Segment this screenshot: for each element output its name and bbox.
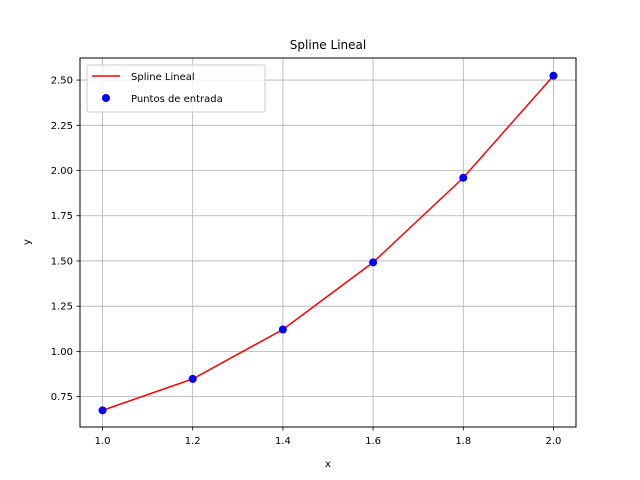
x-tick-label: 1.2	[185, 436, 201, 447]
data-point	[278, 325, 287, 334]
chart-title: Spline Lineal	[290, 38, 366, 52]
x-tick-label: 2.0	[546, 436, 562, 447]
y-tick-label: 2.00	[51, 166, 73, 177]
x-tick-label: 1.4	[275, 436, 291, 447]
data-point	[98, 406, 107, 415]
legend-entry-points: Puntos de entrada	[131, 94, 223, 105]
data-point	[188, 374, 197, 383]
y-tick-label: 1.75	[51, 211, 73, 222]
x-tick-label: 1.0	[95, 436, 111, 447]
legend-box	[86, 64, 266, 113]
y-tick-label: 1.25	[51, 302, 73, 313]
y-tick-label: 1.50	[51, 256, 73, 267]
y-tick-label: 0.75	[51, 392, 73, 403]
plot-area	[98, 71, 558, 415]
y-axis-label: y	[22, 239, 33, 245]
y-tick-label: 1.00	[51, 347, 73, 358]
legend: Spline Lineal Puntos de entrada	[86, 64, 266, 113]
x-tick-label: 1.6	[365, 436, 381, 447]
x-axis-label: x	[325, 459, 331, 470]
data-point	[549, 71, 558, 80]
legend-entry-spline: Spline Lineal	[131, 72, 195, 83]
legend-marker-swatch	[102, 94, 110, 102]
y-tick-label: 2.25	[51, 121, 73, 132]
data-point	[459, 173, 468, 182]
y-axis-ticks: 0.75 1.00 1.25 1.50 1.75 2.00 2.25 2.50	[51, 76, 80, 403]
axes-frame	[79, 57, 577, 428]
grid	[80, 58, 576, 427]
x-axis-ticks: 1.0 1.2 1.4 1.6 1.8 2.0	[95, 427, 562, 447]
x-tick-label: 1.8	[455, 436, 471, 447]
series-line-spline-lineal	[102, 75, 555, 412]
y-tick-label: 2.50	[51, 76, 73, 87]
data-point	[369, 258, 378, 267]
